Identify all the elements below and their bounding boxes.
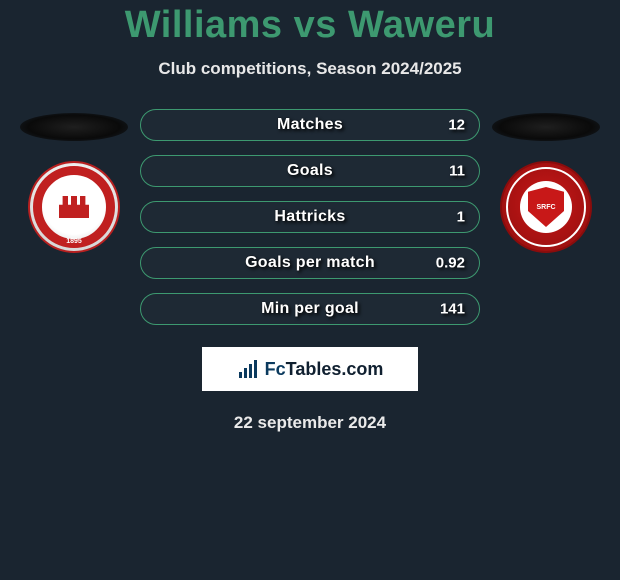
player-shadow-right — [492, 113, 600, 141]
stat-label: Min per goal — [261, 300, 359, 318]
stat-value: 0.92 — [436, 255, 465, 272]
stat-value: 1 — [457, 209, 465, 226]
castle-icon — [59, 196, 89, 218]
stat-row-goals-per-match: Goals per match 0.92 — [140, 247, 480, 279]
stat-label: Goals per match — [245, 254, 375, 272]
stat-value: 12 — [448, 117, 465, 134]
stat-row-matches: Matches 12 — [140, 109, 480, 141]
comparison-row: 1895 Matches 12 Goals 11 Hattricks 1 Goa… — [0, 107, 620, 325]
left-club-column: 1895 — [18, 107, 130, 253]
stat-value: 141 — [440, 301, 465, 318]
stat-row-hattricks: Hattricks 1 — [140, 201, 480, 233]
club-badge-right: SRFC — [500, 161, 592, 253]
stat-value: 11 — [449, 163, 465, 180]
badge-center — [47, 180, 101, 234]
branding-suffix: Tables.com — [286, 359, 384, 379]
stats-column: Matches 12 Goals 11 Hattricks 1 Goals pe… — [140, 107, 480, 325]
date-label: 22 september 2024 — [0, 413, 620, 433]
badge-inner: SRFC — [520, 181, 572, 233]
stat-label: Goals — [287, 162, 333, 180]
page-root: Williams vs Waweru Club competitions, Se… — [0, 0, 620, 433]
stat-row-goals: Goals 11 — [140, 155, 480, 187]
branding-text: FcTables.com — [265, 359, 384, 380]
badge-year: 1895 — [66, 238, 82, 245]
player-shadow-left — [20, 113, 128, 141]
barchart-icon — [237, 360, 259, 378]
right-club-column: SRFC — [490, 107, 602, 253]
stat-label: Hattricks — [274, 208, 345, 226]
page-title: Williams vs Waweru — [0, 4, 620, 47]
branding-prefix: Fc — [265, 359, 286, 379]
stat-label: Matches — [277, 116, 343, 134]
shield-icon: SRFC — [528, 187, 564, 227]
subtitle: Club competitions, Season 2024/2025 — [0, 59, 620, 79]
club-badge-left: 1895 — [28, 161, 120, 253]
stat-row-min-per-goal: Min per goal 141 — [140, 293, 480, 325]
branding-logo[interactable]: FcTables.com — [202, 347, 418, 391]
